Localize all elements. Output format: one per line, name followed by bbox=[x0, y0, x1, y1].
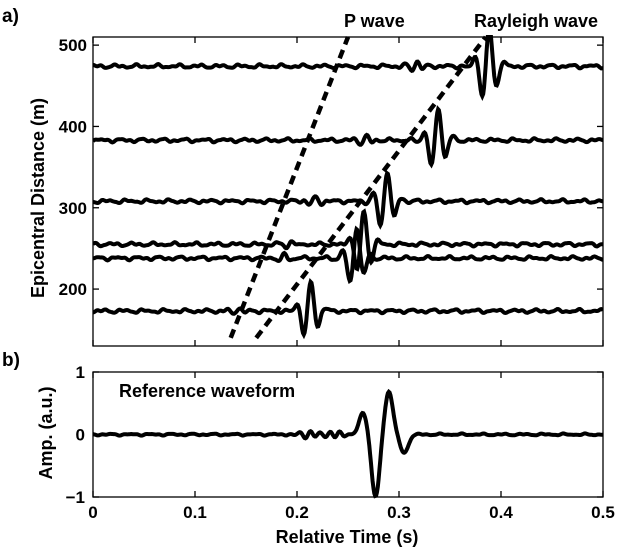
panel-b-xtick-label: 0.3 bbox=[387, 503, 411, 522]
rayleigh-wave-moveout-line bbox=[254, 35, 488, 340]
panel-b-label: b) bbox=[2, 350, 20, 371]
panel-b-ytick-label: 0 bbox=[76, 426, 85, 445]
panel-b-xtick-label: 0.2 bbox=[285, 503, 309, 522]
reference-waveform-legend: Reference waveform bbox=[119, 381, 295, 401]
panel-b-ytick-label: −1 bbox=[66, 488, 85, 507]
seismogram-trace-2 bbox=[93, 225, 603, 285]
panel-b-xlabel: Relative Time (s) bbox=[276, 527, 419, 547]
panel-a-ylabel: Epicentral Distance (m) bbox=[28, 98, 48, 298]
panel-a-annotations: P wave Rayleigh wave bbox=[228, 11, 598, 340]
seismogram-trace-3 bbox=[93, 208, 603, 272]
panel-b-trace bbox=[92, 388, 604, 499]
panel-a: a) Epicentral Distance (m) P wave Raylei… bbox=[2, 6, 604, 347]
rayleigh-wave-label: Rayleigh wave bbox=[474, 11, 598, 31]
panel-a-ytick-label: 200 bbox=[59, 280, 87, 299]
panel-a-traces bbox=[93, 35, 603, 340]
panel-b-xtick-label: 0 bbox=[88, 503, 97, 522]
seismogram-trace-4 bbox=[93, 169, 603, 230]
panel-a-axes: 200 300 400 500 bbox=[59, 36, 604, 347]
seismogram-trace-6 bbox=[93, 35, 603, 101]
p-wave-moveout-line bbox=[228, 36, 351, 339]
panel-a-ytick-label: 500 bbox=[59, 36, 87, 55]
reference-waveform-trace bbox=[92, 388, 604, 499]
panel-a-frame bbox=[92, 36, 604, 347]
panel-a-ytick-label: 300 bbox=[59, 199, 87, 218]
panel-a-ytick-label: 400 bbox=[59, 117, 87, 136]
p-wave-label: P wave bbox=[344, 11, 405, 31]
panel-a-label: a) bbox=[2, 6, 19, 27]
seismogram-trace-1 bbox=[93, 278, 603, 340]
seismogram-trace-5 bbox=[93, 105, 603, 169]
panel-b-ytick-label: 1 bbox=[76, 363, 85, 382]
panel-b-ylabel: Amp. (a.u.) bbox=[36, 386, 56, 479]
panel-b-xtick-label: 0.1 bbox=[183, 503, 207, 522]
panel-b-xtick-label: 0.4 bbox=[489, 503, 513, 522]
panel-b-xtick-label: 0.5 bbox=[591, 503, 615, 522]
